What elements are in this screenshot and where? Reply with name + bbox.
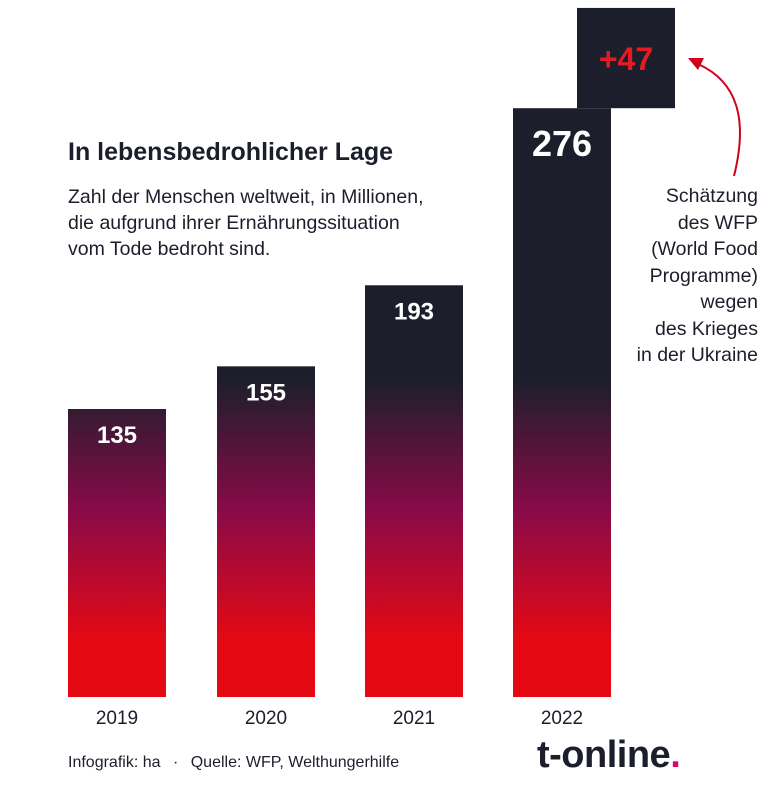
- extra-value-label: +47: [599, 41, 653, 77]
- footer-separator: ·: [172, 754, 179, 771]
- annotation-line: in der Ukraine: [636, 344, 758, 366]
- footer-credits: Infografik: ha · Quelle: WFP, Welthunger…: [68, 754, 399, 772]
- annotation-line: (World Food: [651, 238, 758, 260]
- bar-2021: [365, 285, 463, 697]
- chart-title: In lebensbedrohlicher Lage: [68, 138, 394, 166]
- chart-subtitle: Zahl der Menschen weltweit, in Millionen…: [68, 184, 498, 262]
- category-label: 2020: [245, 708, 287, 729]
- category-label: 2022: [541, 708, 583, 729]
- annotation-line: Programme): [649, 264, 758, 287]
- bar-value-label: 193: [394, 298, 434, 325]
- footer-source: Quelle: WFP, Welthungerhilfe: [190, 754, 400, 771]
- subtitle-line: Zahl der Menschen weltweit, in Millionen…: [68, 186, 424, 208]
- bar-extra-estimate: [577, 7, 675, 109]
- category-label: 2019: [96, 708, 138, 729]
- bar-value-label: 155: [246, 379, 286, 406]
- annotation-line: Schätzung: [665, 185, 758, 207]
- subtitle-line: vom Tode bedroht sind.: [68, 238, 271, 260]
- footer-credit: Infografik: ha: [68, 754, 161, 771]
- bar-value-label: 276: [532, 123, 592, 164]
- bar-2020: [217, 366, 315, 697]
- category-label: 2021: [393, 708, 435, 729]
- subtitle-line: die aufgrund ihrer Ernährungssituation: [68, 212, 400, 234]
- logo-text: t-online: [537, 734, 671, 776]
- annotation-line: des Krieges: [655, 317, 758, 340]
- annotation-arrow-head: [688, 58, 704, 70]
- bar-2019: [68, 409, 166, 697]
- annotation-line: des WFP: [677, 211, 758, 234]
- bar-2022: [513, 108, 611, 697]
- t-online-logo: t-online.: [537, 734, 681, 777]
- logo-dot: .: [670, 734, 681, 776]
- wfp-annotation: Schätzung des WFP (World Food Programme)…: [590, 183, 758, 369]
- annotation-arrow: [697, 63, 741, 177]
- annotation-line: wegen: [700, 291, 758, 313]
- bar-value-label: 135: [97, 422, 137, 449]
